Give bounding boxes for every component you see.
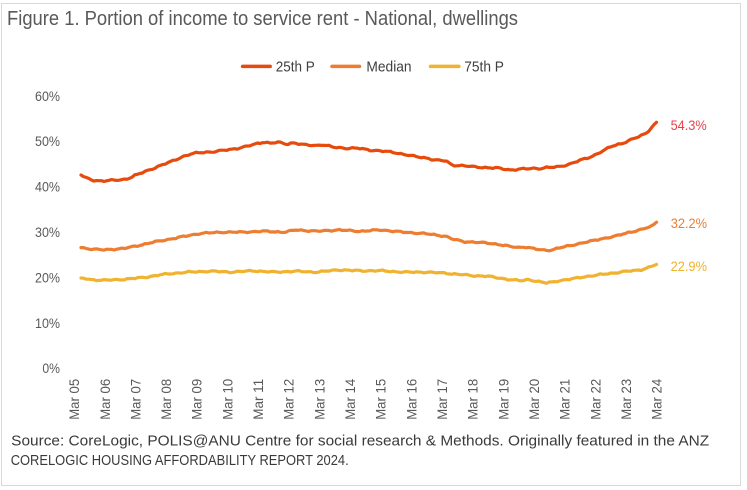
svg-text:Mar 15: Mar 15	[373, 379, 389, 420]
svg-text:Mar 19: Mar 19	[495, 379, 511, 420]
svg-text:Mar 23: Mar 23	[618, 379, 634, 420]
svg-text:0%: 0%	[42, 360, 60, 376]
svg-text:10%: 10%	[35, 315, 60, 331]
svg-text:Mar 08: Mar 08	[158, 379, 174, 420]
svg-text:Figure 1. Portion of income to: Figure 1. Portion of income to service r…	[7, 8, 518, 30]
svg-text:54.3%: 54.3%	[671, 117, 707, 133]
svg-text:22.9%: 22.9%	[671, 258, 707, 274]
svg-text:Mar 05: Mar 05	[66, 379, 82, 420]
svg-text:Mar 20: Mar 20	[526, 379, 542, 420]
svg-text:Mar 22: Mar 22	[587, 379, 603, 420]
svg-text:40%: 40%	[35, 179, 60, 195]
svg-text:Mar 24: Mar 24	[649, 379, 665, 420]
svg-text:Mar 09: Mar 09	[189, 379, 205, 420]
svg-text:Mar 16: Mar 16	[403, 379, 419, 420]
svg-text:32.2%: 32.2%	[671, 215, 707, 231]
svg-text:CORELOGIC HOUSING AFFORDABILIT: CORELOGIC HOUSING AFFORDABILITY REPORT 2…	[11, 452, 349, 469]
svg-text:30%: 30%	[35, 224, 60, 240]
svg-text:Mar 14: Mar 14	[342, 379, 358, 420]
svg-text:Mar 11: Mar 11	[250, 379, 266, 420]
svg-text:25th P: 25th P	[276, 59, 315, 76]
svg-text:75th P: 75th P	[464, 59, 504, 76]
svg-text:Mar 06: Mar 06	[97, 379, 113, 420]
svg-text:Mar 18: Mar 18	[465, 379, 481, 420]
svg-text:Median: Median	[366, 59, 411, 76]
svg-text:20%: 20%	[35, 269, 60, 285]
svg-text:Mar 21: Mar 21	[557, 379, 573, 420]
svg-text:50%: 50%	[35, 133, 60, 149]
svg-text:60%: 60%	[35, 88, 60, 104]
svg-text:Mar 17: Mar 17	[434, 379, 450, 420]
svg-text:Mar 13: Mar 13	[311, 379, 327, 420]
svg-text:Source: CoreLogic, POLIS@ANU C: Source: CoreLogic, POLIS@ANU Centre for …	[11, 433, 709, 450]
svg-text:Mar 10: Mar 10	[219, 379, 235, 420]
svg-text:Mar 07: Mar 07	[127, 379, 143, 420]
svg-text:Mar 12: Mar 12	[281, 379, 297, 420]
